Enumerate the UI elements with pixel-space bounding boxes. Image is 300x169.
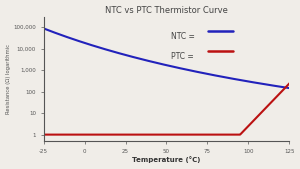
- Text: NTC =: NTC =: [171, 32, 195, 41]
- Text: PTC =: PTC =: [171, 52, 194, 61]
- Title: NTC vs PTC Thermistor Curve: NTC vs PTC Thermistor Curve: [105, 6, 228, 15]
- Y-axis label: Resistance (Ω) logarithmic: Resistance (Ω) logarithmic: [6, 44, 10, 114]
- X-axis label: Temperature (°C): Temperature (°C): [132, 156, 201, 163]
